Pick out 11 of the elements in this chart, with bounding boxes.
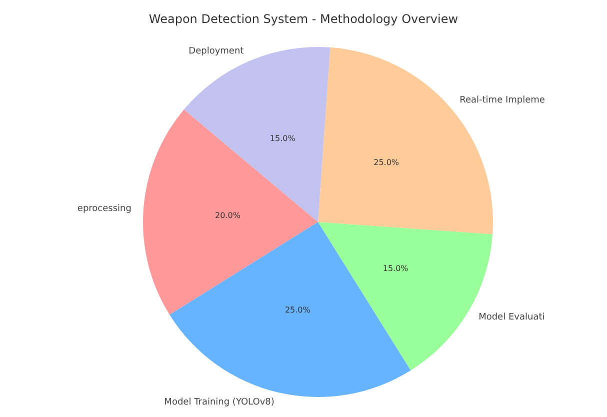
slice-label: Real-time Impleme [460,96,546,106]
slice-label: Model Evaluati [478,312,545,322]
slice-label: eprocessing [77,204,132,214]
data-label: 25.0% [374,158,400,168]
slice-label: Model Training (YOLOv8) [164,397,274,408]
data-label: 20.0% [215,211,241,220]
slice-label: Deployment [188,46,244,57]
data-label: 25.0% [284,306,311,315]
data-label: 15.0% [270,134,296,144]
chart-title: Weapon Detection System - Methodology Overview [148,12,458,26]
data-label: 15.0% [382,264,409,274]
